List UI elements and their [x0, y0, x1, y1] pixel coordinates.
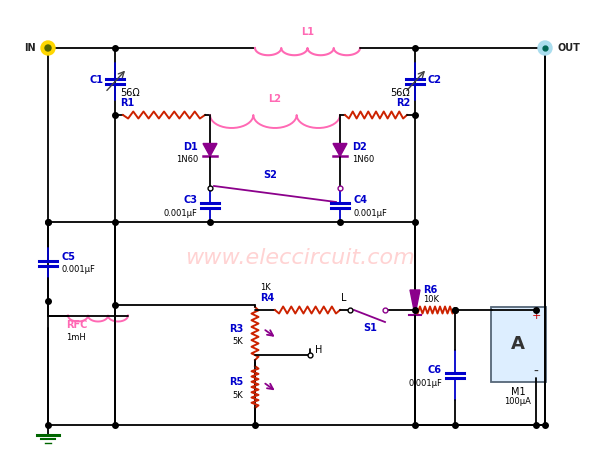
Text: S1: S1	[363, 323, 377, 333]
Text: C3: C3	[183, 195, 197, 205]
Text: 5K: 5K	[232, 390, 243, 400]
Text: R6: R6	[423, 285, 437, 295]
Text: 1K: 1K	[260, 284, 271, 292]
Text: 56Ω: 56Ω	[120, 88, 140, 98]
Text: 5K: 5K	[232, 337, 243, 346]
Text: 0.001μF: 0.001μF	[353, 208, 387, 218]
Text: M1: M1	[511, 387, 526, 397]
Text: 1mH: 1mH	[66, 333, 86, 341]
Text: IN: IN	[25, 43, 36, 53]
Text: 0.001μF: 0.001μF	[61, 266, 95, 274]
Text: OUT: OUT	[557, 43, 580, 53]
Text: RFC: RFC	[66, 321, 88, 330]
Text: 1N60: 1N60	[352, 155, 374, 164]
Text: C5: C5	[61, 252, 75, 262]
Text: R5: R5	[229, 377, 243, 387]
Circle shape	[41, 41, 55, 55]
Text: 100μA: 100μA	[505, 397, 532, 407]
Text: C4: C4	[353, 195, 367, 205]
Text: D2: D2	[352, 141, 367, 152]
Text: +: +	[532, 311, 541, 321]
Text: www.eleccircuit.com: www.eleccircuit.com	[185, 248, 415, 268]
Polygon shape	[203, 144, 217, 156]
Text: C6: C6	[428, 365, 442, 375]
FancyBboxPatch shape	[491, 306, 545, 382]
Text: R1: R1	[120, 98, 134, 108]
Text: H: H	[315, 345, 322, 355]
Text: C2: C2	[427, 75, 441, 85]
Text: D1: D1	[183, 141, 198, 152]
Text: R3: R3	[229, 323, 243, 334]
Text: C1: C1	[89, 75, 103, 85]
Text: 0.001μF: 0.001μF	[163, 208, 197, 218]
Text: A: A	[511, 335, 525, 353]
Circle shape	[45, 45, 51, 51]
Text: 1N60: 1N60	[176, 155, 198, 164]
Text: L2: L2	[269, 94, 281, 104]
Text: 10K: 10K	[423, 296, 439, 304]
Circle shape	[538, 41, 552, 55]
Text: S2: S2	[263, 170, 277, 180]
Text: R4: R4	[260, 293, 274, 303]
Text: -: -	[533, 365, 538, 379]
Text: 0.001μF: 0.001μF	[408, 378, 442, 388]
Text: R2: R2	[396, 98, 410, 108]
Polygon shape	[333, 144, 347, 156]
Text: L1: L1	[301, 27, 314, 37]
Text: L: L	[341, 293, 347, 303]
Text: 56Ω: 56Ω	[390, 88, 410, 98]
Polygon shape	[410, 290, 420, 315]
